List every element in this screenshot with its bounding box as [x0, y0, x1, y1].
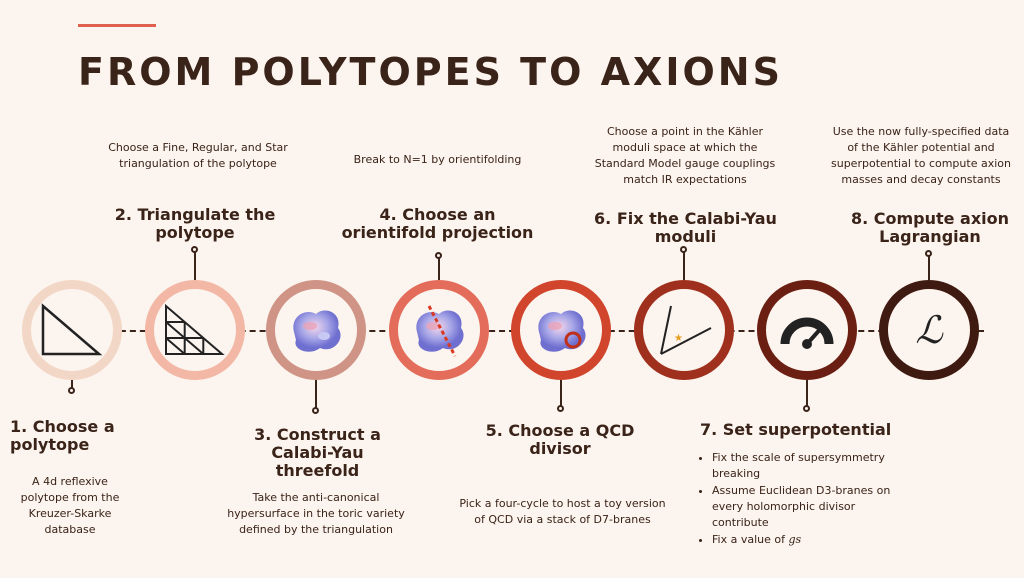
step-1-title: 1. Choose a polytope — [10, 417, 115, 454]
step-1-circle — [22, 280, 122, 380]
step-6-stem — [683, 252, 685, 280]
step-7-circle — [757, 280, 857, 380]
bullet-item: Fix a value of gs — [712, 532, 912, 548]
bullet-item: Assume Euclidean D3-branes on every holo… — [712, 483, 912, 531]
svg-text:★: ★ — [674, 333, 683, 344]
bullet-text: Fix a value of — [712, 533, 789, 546]
step-2-desc: Choose a Fine, Regular, and Star triangu… — [108, 141, 288, 170]
step-2-circle — [145, 280, 245, 380]
step-4-stem — [438, 258, 440, 280]
gauge-icon — [780, 317, 834, 349]
step-8-title: 8. Compute axion Lagrangian — [850, 209, 1010, 246]
page-title: FROM POLYTOPES TO AXIONS — [78, 50, 783, 94]
step-1-dot — [68, 387, 75, 394]
step-5-stem — [560, 380, 562, 406]
step-7-bullets: Fix the scale of supersymmetry breaking … — [698, 450, 912, 549]
step-4-desc: Break to N=1 by orientifolding — [353, 153, 522, 166]
step-5-desc: Pick a four-cycle to host a toy version … — [459, 497, 666, 526]
gs-symbol: gs — [788, 533, 802, 546]
step-2-title: 2. Triangulate the polytope — [114, 205, 276, 242]
step-7-title: 7. Set superpotential — [700, 420, 892, 439]
step-3-dot — [312, 407, 319, 414]
step-4-title: 4. Choose an orientifold projection — [341, 205, 534, 242]
step-7-dot — [803, 405, 810, 412]
step-5-circle — [511, 280, 611, 380]
step-4-circle — [389, 280, 489, 380]
accent-bar — [78, 24, 156, 27]
step-3-desc: Take the anti-canonical hypersurface in … — [227, 491, 405, 536]
step-3-circle — [266, 280, 366, 380]
qcd-divisor-surface-icon — [538, 310, 586, 352]
step-3-stem — [315, 380, 317, 408]
bullet-item: Fix the scale of supersymmetry breaking — [712, 450, 912, 482]
step-7-stem — [806, 380, 808, 406]
step-2-stem — [194, 252, 196, 280]
orientifold-surface-icon — [416, 305, 464, 357]
calabi-yau-surface-icon — [293, 310, 341, 352]
step-8-desc: Use the now fully-specified data of the … — [831, 125, 1011, 186]
step-6-circle: ★ — [634, 280, 734, 380]
step-5-title: 5. Choose a QCD divisor — [485, 421, 635, 458]
step-6-title: 6. Fix the Calabi-Yau moduli — [594, 209, 777, 246]
step-1-stem — [71, 380, 73, 388]
step-1-desc: A 4d reflexive polytope from the Kreuzer… — [20, 475, 120, 536]
step-6-desc: Choose a point in the Kähler moduli spac… — [594, 125, 776, 186]
step-8-stem — [928, 256, 930, 280]
step-3-title: 3. Construct a Calabi-Yau threefold — [254, 425, 381, 480]
kahler-cone-icon: ★ — [660, 305, 712, 355]
right-triangle-icon — [41, 303, 103, 356]
lagrangian-icon: ℒ — [915, 308, 943, 352]
step-8-circle: ℒ — [879, 280, 979, 380]
triangulated-triangle-icon — [165, 303, 225, 355]
step-5-dot — [557, 405, 564, 412]
